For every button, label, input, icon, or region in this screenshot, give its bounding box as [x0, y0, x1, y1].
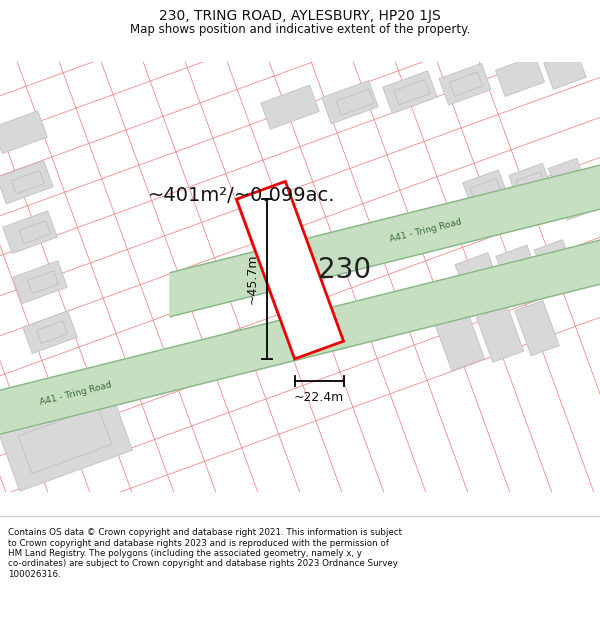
Polygon shape: [394, 79, 430, 105]
Text: Map shows position and indicative extent of the property.: Map shows position and indicative extent…: [130, 23, 470, 36]
Polygon shape: [470, 179, 510, 226]
Polygon shape: [0, 111, 47, 154]
Polygon shape: [19, 221, 50, 244]
Polygon shape: [509, 163, 562, 227]
Polygon shape: [2, 211, 58, 254]
Polygon shape: [236, 181, 344, 359]
Polygon shape: [548, 158, 596, 220]
Text: 230: 230: [319, 256, 371, 284]
Polygon shape: [463, 170, 517, 234]
Polygon shape: [516, 172, 554, 218]
Polygon shape: [261, 85, 319, 129]
Polygon shape: [515, 301, 559, 356]
Polygon shape: [23, 311, 77, 354]
Polygon shape: [455, 253, 505, 312]
Text: A41 - Tring Road: A41 - Tring Road: [389, 217, 463, 244]
Polygon shape: [535, 239, 580, 297]
Polygon shape: [13, 261, 67, 304]
Polygon shape: [383, 71, 437, 114]
Text: Tring Road: Tring Road: [274, 294, 319, 314]
Polygon shape: [0, 240, 600, 434]
Polygon shape: [476, 306, 524, 362]
Polygon shape: [0, 389, 133, 491]
Polygon shape: [18, 407, 112, 474]
Polygon shape: [170, 165, 600, 317]
Polygon shape: [336, 89, 374, 115]
Text: A41 - Tring Road: A41 - Tring Road: [39, 380, 113, 406]
Polygon shape: [322, 81, 378, 124]
Polygon shape: [37, 321, 68, 344]
Text: ~45.7m: ~45.7m: [245, 254, 259, 304]
Text: Contains OS data © Crown copyright and database right 2021. This information is : Contains OS data © Crown copyright and d…: [8, 528, 402, 579]
Text: ~22.4m: ~22.4m: [294, 391, 344, 404]
Text: ~401m²/~0.099ac.: ~401m²/~0.099ac.: [148, 186, 335, 205]
Polygon shape: [544, 51, 586, 89]
Polygon shape: [496, 245, 544, 303]
Polygon shape: [496, 56, 545, 96]
Polygon shape: [436, 314, 485, 371]
Polygon shape: [449, 72, 482, 96]
Polygon shape: [28, 271, 59, 294]
Polygon shape: [0, 161, 53, 204]
Text: 230, TRING ROAD, AYLESBURY, HP20 1JS: 230, TRING ROAD, AYLESBURY, HP20 1JS: [159, 9, 441, 23]
Text: A41: A41: [274, 289, 292, 301]
Polygon shape: [439, 63, 491, 105]
Polygon shape: [11, 171, 44, 194]
